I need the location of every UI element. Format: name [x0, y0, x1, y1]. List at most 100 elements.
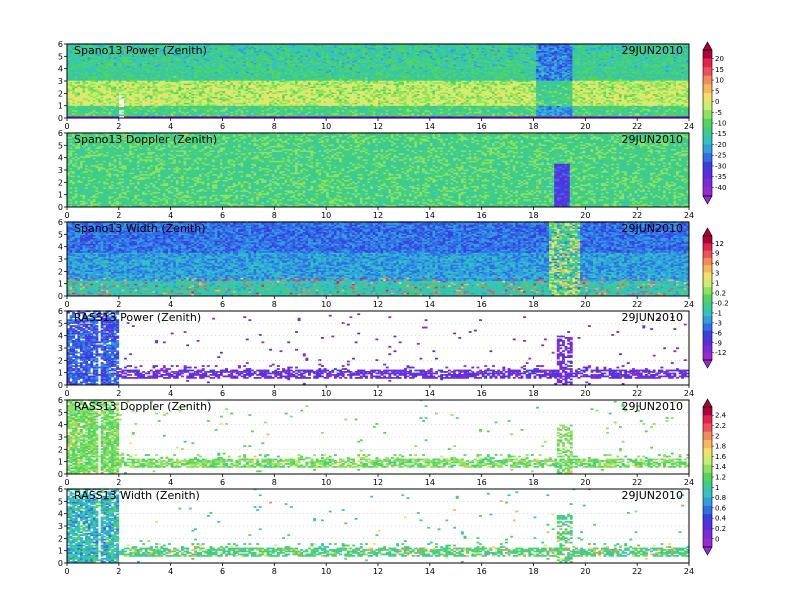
- heatmap-cell: [67, 114, 70, 117]
- heatmap-cell: [67, 58, 70, 60]
- heatmap-cell: [79, 44, 83, 47]
- heatmap-cell: [118, 58, 122, 60]
- heatmap-cell: [69, 62, 73, 65]
- heatmap-cell: [77, 90, 81, 93]
- heatmap-cell: [69, 95, 73, 97]
- heatmap-cell: [116, 114, 120, 117]
- heatmap-cell: [95, 46, 99, 49]
- heatmap-cell: [79, 65, 83, 68]
- heatmap-cell: [85, 55, 89, 57]
- heatmap-cell: [72, 61, 76, 63]
- heatmap-cell: [124, 71, 127, 74]
- heatmap-cell: [111, 56, 114, 59]
- heatmap-cell: [103, 58, 107, 60]
- heatmap-cell: [69, 64, 73, 66]
- heatmap-cell: [90, 111, 94, 114]
- heatmap-cell: [67, 105, 70, 108]
- heatmap-cell: [105, 47, 109, 50]
- heatmap-cell: [82, 61, 86, 63]
- heatmap-cell: [126, 81, 130, 84]
- heatmap-cell: [87, 104, 91, 106]
- heatmap-cell: [124, 108, 127, 111]
- heatmap-cell: [74, 70, 78, 72]
- heatmap-cell: [103, 107, 107, 109]
- heatmap-cell: [134, 92, 138, 94]
- heatmap-cell: [103, 52, 107, 55]
- heatmap-cell: [92, 111, 96, 114]
- heatmap-cell: [129, 107, 133, 109]
- heatmap-cell: [98, 52, 101, 55]
- heatmap-cell: [129, 83, 133, 86]
- heatmap-cell: [74, 95, 78, 97]
- heatmap-cell: [98, 61, 101, 63]
- heatmap-cell: [72, 109, 76, 112]
- heatmap-cell: [69, 99, 73, 102]
- heatmap-cell: [111, 90, 114, 93]
- heatmap-cell: [126, 90, 130, 93]
- heatmap-cell: [82, 68, 86, 71]
- heatmap-cell: [82, 62, 86, 65]
- heatmap-cell: [116, 86, 120, 89]
- heatmap-cell: [77, 99, 81, 102]
- heatmap-cell: [111, 92, 114, 94]
- heatmap-cell: [72, 93, 76, 96]
- heatmap-cell: [118, 68, 122, 71]
- heatmap-cell: [69, 56, 73, 59]
- heatmap-cell: [85, 53, 89, 56]
- heatmap-cell: [134, 83, 138, 86]
- heatmap-cell: [67, 111, 70, 114]
- heatmap-cell: [100, 72, 104, 75]
- heatmap-cell: [90, 49, 94, 52]
- heatmap-cell: [121, 65, 125, 68]
- heatmap-cell: [90, 44, 94, 47]
- heatmap-cell: [105, 101, 109, 103]
- heatmap-cell: [82, 112, 86, 115]
- heatmap-cell: [85, 61, 89, 63]
- heatmap-cell: [95, 61, 99, 63]
- heatmap-cell: [124, 87, 127, 90]
- heatmap-cell: [77, 81, 81, 84]
- heatmap-cell: [121, 47, 125, 50]
- heatmap-cell: [72, 55, 76, 57]
- heatmap-cell: [136, 114, 140, 117]
- heatmap-cell: [77, 98, 81, 100]
- heatmap-cell: [124, 61, 127, 63]
- heatmap-cell: [116, 112, 120, 115]
- heatmap-cell: [82, 47, 86, 50]
- heatmap-cell: [116, 92, 120, 94]
- heatmap-cell: [113, 64, 117, 66]
- heatmap-cell: [69, 108, 73, 111]
- heatmap-cell: [67, 67, 70, 69]
- heatmap-cell: [121, 108, 125, 111]
- heatmap-cell: [69, 68, 73, 71]
- heatmap-cell: [116, 58, 120, 60]
- heatmap-cell: [116, 52, 120, 55]
- heatmap-cell: [131, 52, 135, 55]
- heatmap-cell: [69, 72, 73, 75]
- heatmap-cell: [72, 52, 76, 55]
- heatmap-cell: [121, 89, 125, 92]
- heatmap-cell: [95, 68, 99, 71]
- heatmap-cell: [95, 89, 99, 92]
- heatmap-cell: [87, 112, 91, 115]
- heatmap-cell: [87, 111, 91, 114]
- heatmap-cell: [113, 102, 117, 105]
- heatmap-cell: [121, 93, 125, 96]
- heatmap-cell: [77, 101, 81, 103]
- heatmap-cell: [90, 71, 94, 74]
- heatmap-cell: [131, 78, 135, 81]
- heatmap-cell: [92, 49, 96, 52]
- heatmap-cell: [113, 70, 117, 72]
- heatmap-cell: [103, 47, 107, 50]
- heatmap-cell: [103, 111, 107, 114]
- heatmap-cell: [134, 50, 138, 53]
- heatmap-cell: [100, 87, 104, 90]
- heatmap-cell: [85, 62, 89, 65]
- heatmap-cell: [77, 68, 81, 71]
- heatmap-cell: [113, 89, 117, 92]
- heatmap-cell: [74, 74, 78, 77]
- heatmap-cell: [100, 111, 104, 114]
- heatmap-cell: [108, 64, 112, 66]
- heatmap-cell: [121, 77, 125, 80]
- heatmap-cell: [129, 56, 133, 59]
